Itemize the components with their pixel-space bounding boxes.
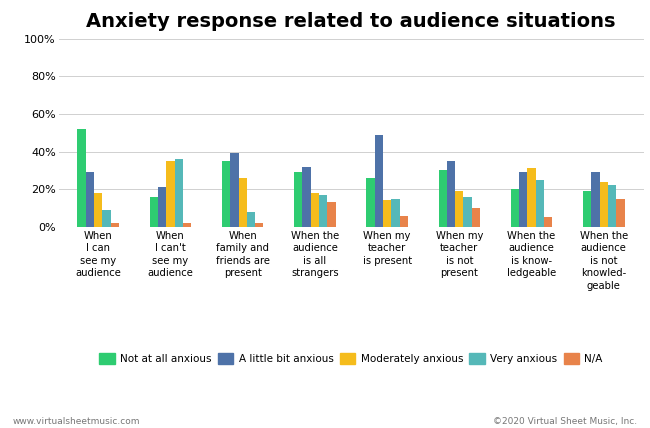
Bar (294, 172, 302, 227)
Bar (150, 197, 158, 227)
Bar (536, 180, 544, 227)
Bar (599, 181, 608, 227)
Text: ©2020 Virtual Sheet Music, Inc.: ©2020 Virtual Sheet Music, Inc. (493, 417, 637, 426)
Bar (94, 193, 103, 227)
Bar (230, 153, 239, 227)
Bar (583, 191, 592, 227)
Bar (447, 161, 455, 227)
Bar (247, 212, 255, 227)
Bar (608, 185, 616, 227)
Bar (311, 193, 319, 227)
Bar (239, 178, 247, 227)
Bar (511, 189, 519, 227)
Bar (374, 134, 383, 227)
Bar (391, 199, 400, 227)
Bar (400, 216, 408, 227)
Bar (519, 172, 527, 227)
Bar (222, 161, 230, 227)
Legend: Not at all anxious, A little bit anxious, Moderately anxious, Very anxious, N/A: Not at all anxious, A little bit anxious… (95, 349, 607, 368)
Text: www.virtualsheetmusic.com: www.virtualsheetmusic.com (13, 417, 140, 426)
Bar (472, 208, 480, 227)
Bar (592, 172, 599, 227)
Bar (367, 178, 374, 227)
Bar (111, 223, 119, 227)
Bar (166, 161, 175, 227)
Bar (183, 223, 191, 227)
Title: Anxiety response related to audience situations: Anxiety response related to audience sit… (86, 12, 616, 31)
Bar (455, 191, 463, 227)
Bar (103, 210, 111, 227)
Bar (328, 202, 335, 227)
Bar (302, 166, 311, 227)
Bar (383, 200, 391, 227)
Bar (158, 187, 166, 227)
Bar (527, 169, 536, 227)
Bar (439, 170, 447, 227)
Bar (544, 217, 552, 227)
Bar (319, 195, 328, 227)
Bar (86, 172, 94, 227)
Bar (175, 159, 183, 227)
Bar (463, 197, 472, 227)
Bar (255, 223, 263, 227)
Bar (77, 129, 86, 227)
Bar (616, 199, 625, 227)
